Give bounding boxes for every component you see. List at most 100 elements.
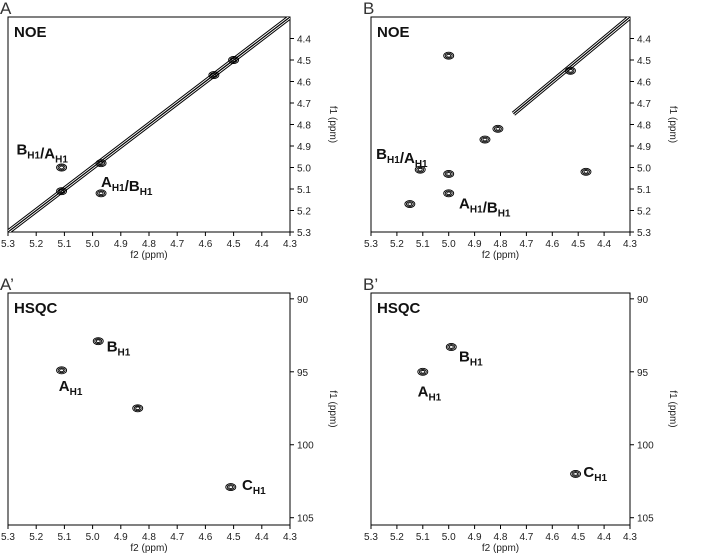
- spectrum-label: NOE: [14, 24, 47, 41]
- contour-ring: [208, 71, 220, 80]
- x-tick-label: 4.9: [114, 532, 128, 543]
- y-tick-label: 4.5: [297, 56, 311, 67]
- x-tick-label: 4.8: [494, 239, 508, 250]
- contour-ring: [231, 58, 237, 62]
- spectrum-label: HSQC: [14, 300, 58, 317]
- annotation: CH1: [583, 464, 607, 484]
- x-tick-label: 5.2: [390, 532, 404, 543]
- contour-ring: [211, 73, 217, 77]
- contour-ring: [443, 169, 455, 178]
- x-tick-label: 4.6: [545, 532, 559, 543]
- contour-ring: [573, 472, 579, 476]
- y-tick-label: 95: [637, 368, 649, 379]
- y-tick-label: 105: [297, 514, 314, 525]
- contour-ring: [135, 406, 141, 411]
- plot-area: [404, 17, 630, 209]
- contour-ring: [420, 369, 426, 374]
- contour-ring: [95, 339, 101, 344]
- contour-ring: [98, 161, 104, 166]
- contour-ring: [229, 57, 238, 63]
- y-tick-label: 95: [297, 368, 309, 379]
- spectrum-label: HSQC: [377, 300, 421, 317]
- peak: [492, 124, 504, 133]
- x-axis-label: f2 (ppm): [482, 543, 519, 553]
- x-tick-label: 5.2: [390, 239, 404, 250]
- panel: A’HSQC 5.3 5.2 5.1 5.0 4.9 4.8 4.7 4.6 4.5 4.4 4.3 9…: [0, 275, 338, 553]
- x-tick-label: 5.3: [1, 239, 15, 250]
- contour-ring: [56, 163, 68, 172]
- y-tick-label: 4.7: [297, 99, 311, 110]
- x-tick-label: 5.1: [416, 239, 430, 250]
- plot-frame: [370, 292, 631, 526]
- x-tick-label: 5.2: [29, 532, 43, 543]
- contour-ring: [414, 165, 426, 174]
- x-tick-label: 4.7: [519, 239, 533, 250]
- contour-ring: [446, 53, 452, 58]
- y-tick-label: 4.9: [297, 142, 311, 153]
- x-axis-label: f2 (ppm): [130, 543, 167, 553]
- contour-ring: [59, 368, 65, 373]
- annotation-text: A: [459, 195, 470, 212]
- peak: [404, 200, 416, 209]
- contour-ring: [445, 343, 457, 351]
- annotation-text: /A: [40, 146, 55, 163]
- peak: [445, 343, 457, 351]
- annotation-text: /A: [400, 150, 415, 167]
- y-tick-label: 5.1: [637, 185, 651, 196]
- annotation-subscript: H1: [470, 204, 483, 215]
- peak: [417, 367, 429, 376]
- x-tick-label: 5.3: [1, 532, 15, 543]
- annotation-subscript: H1: [498, 208, 511, 219]
- x-tick-label: 4.4: [255, 532, 269, 543]
- annotation: AH1/BH1: [101, 174, 153, 198]
- peak: [225, 483, 237, 492]
- contour-ring: [481, 136, 489, 143]
- panel-letter: A: [0, 0, 12, 18]
- plot-area: [417, 343, 582, 478]
- y-tick-label: 4.6: [297, 78, 311, 89]
- contour-ring: [226, 484, 235, 490]
- contour-ring: [447, 344, 456, 350]
- contour-ring: [225, 483, 237, 492]
- x-tick-label: 4.6: [198, 239, 212, 250]
- x-tick-label: 4.5: [571, 239, 585, 250]
- y-tick-label: 90: [297, 295, 309, 306]
- plot-area: [8, 17, 290, 232]
- x-tick-label: 4.3: [623, 532, 637, 543]
- x-tick-label: 5.0: [86, 239, 100, 250]
- annotation-text: /B: [483, 199, 498, 216]
- annotation-text: A: [418, 384, 429, 401]
- panel-letter: B: [363, 0, 374, 18]
- contour-ring: [444, 52, 453, 59]
- diagonal: [513, 17, 630, 115]
- y-tick-label: 5.0: [297, 164, 311, 175]
- peak: [443, 169, 455, 178]
- contour-ring: [495, 126, 501, 131]
- peak: [95, 159, 107, 168]
- peak: [92, 337, 104, 346]
- peak: [56, 163, 68, 172]
- x-tick-label: 4.3: [623, 239, 637, 250]
- contour-ring: [57, 367, 66, 374]
- contour-ring: [492, 124, 504, 133]
- x-tick-label: 5.1: [57, 239, 71, 250]
- annotation: AH1: [59, 378, 83, 398]
- x-axis-label: f2 (ppm): [482, 250, 519, 261]
- y-tick-label: 4.4: [297, 35, 311, 46]
- contour-ring: [404, 200, 416, 209]
- annotation: CH1: [242, 477, 266, 497]
- y-axis-label: f1 (ppm): [327, 390, 338, 427]
- contour-ring: [418, 368, 427, 375]
- x-tick-label: 5.1: [416, 532, 430, 543]
- y-axis-label: f1 (ppm): [327, 106, 338, 143]
- y-tick-label: 4.5: [637, 56, 651, 67]
- annotation-text: C: [242, 477, 253, 494]
- panel-letter: B’: [363, 275, 378, 294]
- annotation-text: B: [16, 142, 27, 159]
- annotation: BH1: [459, 349, 483, 369]
- annotation-subscript: H1: [428, 393, 441, 404]
- annotation-subscript: H1: [55, 155, 68, 166]
- contour-ring: [92, 337, 104, 346]
